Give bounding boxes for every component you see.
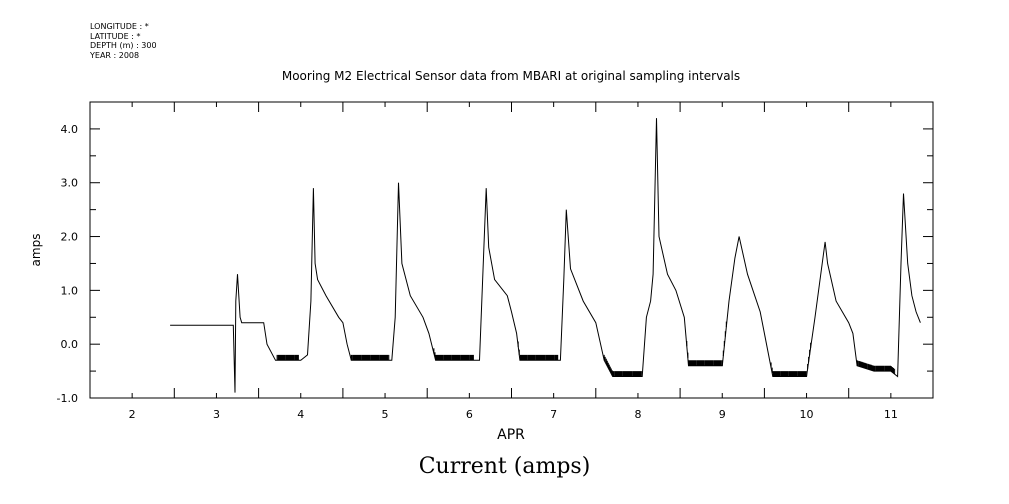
depth-label: DEPTH (m) : 300 [90, 41, 157, 50]
x-tick-label: 3 [213, 408, 220, 421]
x-tick-label: 11 [884, 408, 898, 421]
series-noise [603, 354, 643, 377]
series-noise [350, 354, 390, 361]
series-noise [517, 341, 559, 361]
y-tick-label: 1.0 [61, 284, 79, 297]
x-tick-label: 8 [634, 408, 641, 421]
series-line [170, 118, 921, 393]
x-axis-label: APR [497, 427, 525, 443]
x-tick-label: 6 [466, 408, 473, 421]
series-noise [856, 360, 896, 375]
series-noise [686, 321, 727, 366]
y-tick-label: 4.0 [61, 123, 79, 136]
y-axis-label: amps [29, 234, 43, 267]
series-noise [433, 348, 474, 361]
series-noise [276, 354, 299, 361]
x-tick-label: 7 [550, 408, 557, 421]
x-tick-label: 9 [719, 408, 726, 421]
metadata-block: LONGITUDE : * LATITUDE : * DEPTH (m) : 3… [90, 22, 157, 60]
plot-frame [89, 101, 934, 399]
chart-caption: Current (amps) [418, 454, 591, 479]
y-tick-label: 2.0 [61, 231, 79, 244]
year-label: YEAR : 2008 [90, 50, 140, 60]
series-noise [770, 342, 812, 377]
x-tick-label: 5 [382, 408, 389, 421]
y-tick-label: 3.0 [61, 177, 79, 190]
x-tick-label: 2 [129, 408, 136, 421]
x-tick-label: 4 [297, 408, 304, 421]
chart-title: Mooring M2 Electrical Sensor data from M… [282, 69, 740, 83]
y-tick-label: -1.0 [57, 392, 78, 405]
x-tick-label: 10 [800, 408, 814, 421]
longitude-label: LONGITUDE : * [90, 22, 149, 31]
y-tick-label: 0.0 [61, 338, 79, 351]
latitude-label: LATITUDE : * [90, 31, 141, 41]
